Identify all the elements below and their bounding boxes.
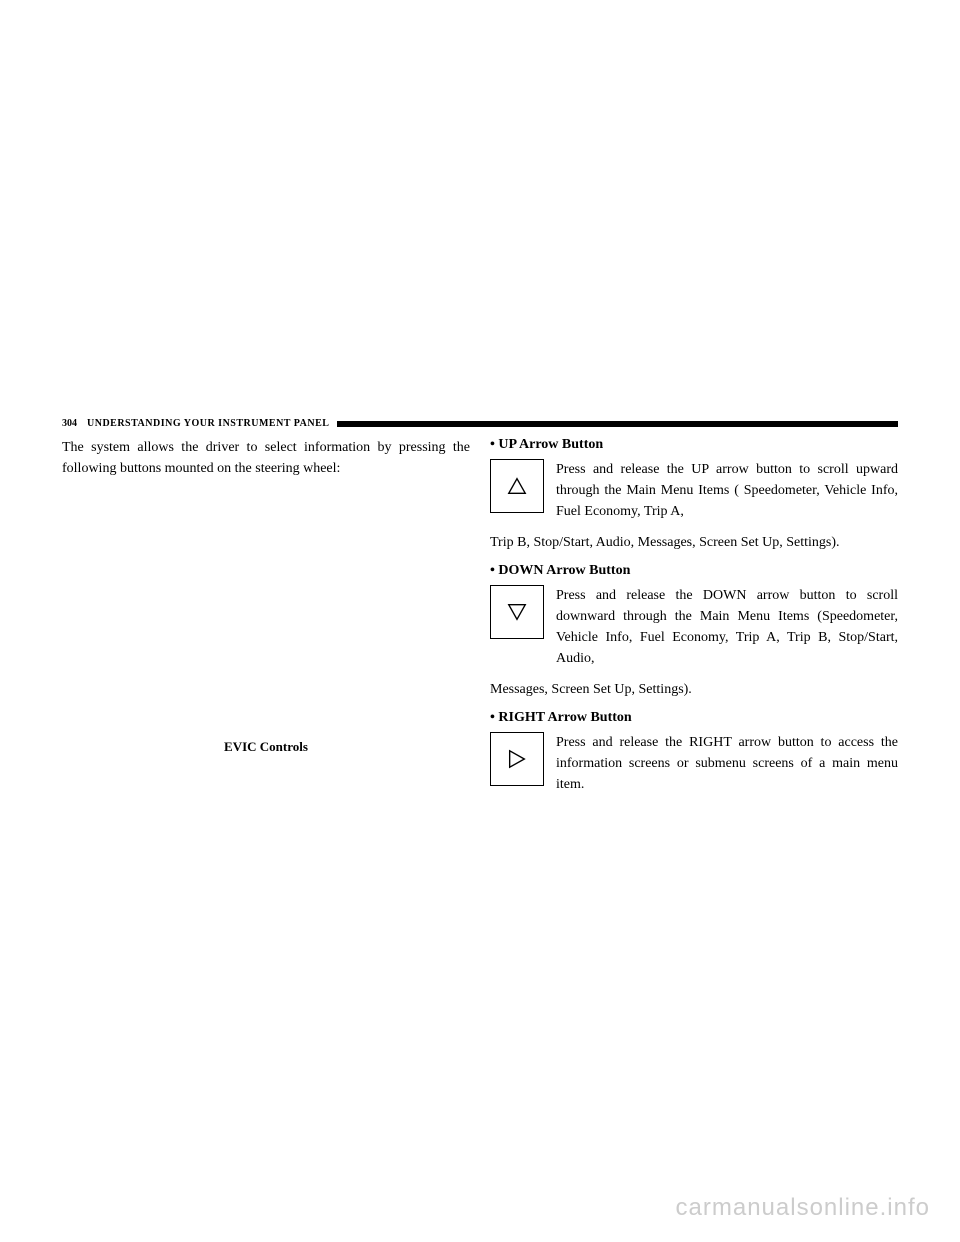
page-header: 304 UNDERSTANDING YOUR INSTRUMENT PANEL xyxy=(62,418,898,429)
down-arrow-icon xyxy=(490,585,544,639)
right-arrow-icon xyxy=(490,732,544,786)
up-desc-cont: Trip B, Stop/Start, Audio, Messages, Scr… xyxy=(490,532,898,553)
header-title: UNDERSTANDING YOUR INSTRUMENT PANEL xyxy=(87,418,329,429)
intro-text: The system allows the driver to select i… xyxy=(62,437,470,479)
left-column: The system allows the driver to select i… xyxy=(62,437,470,805)
header-divider xyxy=(337,421,898,427)
right-desc: Press and release the RIGHT arrow button… xyxy=(556,732,898,795)
figure-caption: EVIC Controls xyxy=(62,739,470,755)
down-button-label: DOWN Arrow Button xyxy=(490,563,898,579)
watermark: carmanualsonline.info xyxy=(676,1194,930,1222)
right-button-label: RIGHT Arrow Button xyxy=(490,710,898,726)
up-arrow-icon xyxy=(490,459,544,513)
up-button-section: Press and release the UP arrow button to… xyxy=(490,459,898,522)
right-column: UP Arrow Button Press and release the UP… xyxy=(490,437,898,805)
up-button-label: UP Arrow Button xyxy=(490,437,898,453)
down-desc-start: Press and release the DOWN arrow button … xyxy=(556,585,898,669)
right-button-section: Press and release the RIGHT arrow button… xyxy=(490,732,898,795)
down-desc-cont: Messages, Screen Set Up, Settings). xyxy=(490,679,898,700)
down-button-section: Press and release the DOWN arrow button … xyxy=(490,585,898,669)
up-desc-start: Press and release the UP arrow button to… xyxy=(556,459,898,522)
page-number: 304 xyxy=(62,418,77,429)
